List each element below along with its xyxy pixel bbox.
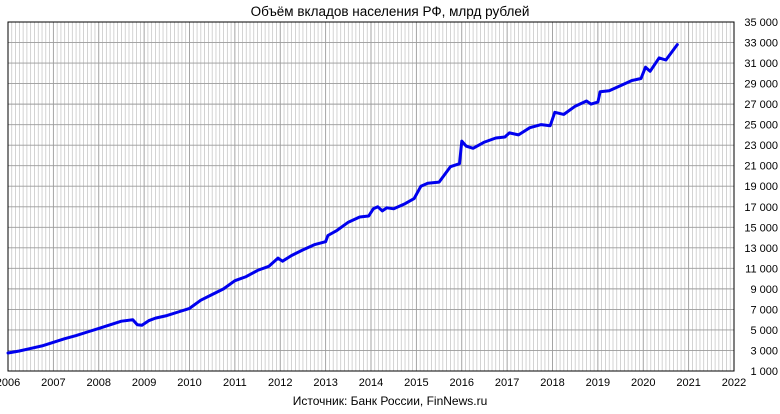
y-tick-label: 27 000 [744, 99, 778, 111]
x-tick-label: 2017 [495, 377, 519, 389]
x-tick-label: 2008 [87, 377, 111, 389]
x-tick-label: 2018 [540, 377, 564, 389]
y-tick-label: 35 000 [744, 17, 778, 29]
y-tick-label: 31 000 [744, 58, 778, 70]
y-tick-label: 7 000 [750, 304, 778, 316]
y-tick-label: 1 000 [750, 366, 778, 378]
x-tick-label: 2015 [404, 377, 428, 389]
y-tick-label: 11 000 [745, 263, 778, 275]
x-tick-label: 2022 [722, 377, 746, 389]
y-tick-label: 25 000 [744, 120, 778, 132]
x-tick-label: 2010 [177, 377, 201, 389]
x-tick-label: 2014 [359, 377, 383, 389]
y-tick-label: 3 000 [750, 345, 778, 357]
x-tick-label: 2006 [0, 377, 20, 389]
y-tick-label: 33 000 [744, 38, 778, 50]
x-tick-label: 2013 [313, 377, 337, 389]
chart-source: Источник: Банк России, FinNews.ru [292, 394, 488, 408]
y-tick-label: 19 000 [744, 181, 778, 193]
y-tick-label: 13 000 [744, 243, 778, 255]
plot-border [7, 21, 735, 372]
x-tick-label: 2007 [41, 377, 65, 389]
y-tick-label: 17 000 [744, 202, 778, 214]
x-tick-label: 2009 [132, 377, 156, 389]
series-line [6, 43, 679, 355]
chart-title: Объём вкладов населения РФ, млрд рублей [250, 4, 530, 19]
x-tick-label: 2021 [676, 377, 700, 389]
y-tick-label: 21 000 [744, 161, 778, 173]
x-tick-label: 2016 [450, 377, 474, 389]
y-tick-label: 9 000 [750, 284, 778, 296]
y-tick-label: 29 000 [744, 79, 778, 91]
y-tick-label: 15 000 [744, 222, 778, 234]
x-tick-label: 2019 [586, 377, 610, 389]
y-tick-label: 23 000 [744, 140, 778, 152]
x-tick-label: 2011 [223, 377, 247, 389]
x-tick-label: 2012 [268, 377, 292, 389]
y-tick-label: 5 000 [750, 325, 778, 337]
x-tick-label: 2020 [631, 377, 655, 389]
